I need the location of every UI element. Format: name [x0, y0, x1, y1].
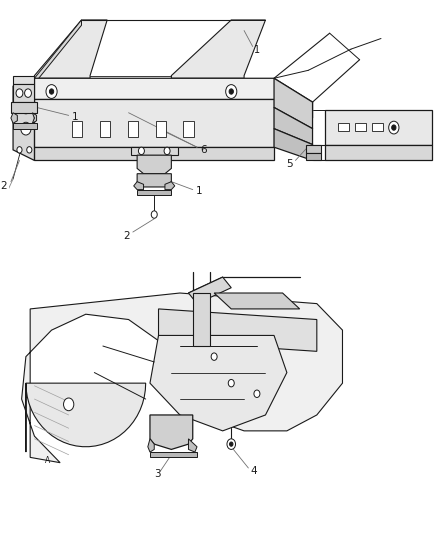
Polygon shape	[188, 439, 197, 452]
Text: A: A	[45, 456, 50, 465]
Polygon shape	[21, 293, 343, 463]
Polygon shape	[148, 439, 154, 452]
Polygon shape	[155, 120, 166, 136]
Polygon shape	[35, 147, 274, 160]
Polygon shape	[150, 452, 197, 457]
Polygon shape	[13, 76, 35, 84]
Polygon shape	[338, 123, 349, 131]
Polygon shape	[150, 335, 287, 431]
Text: 1: 1	[254, 45, 260, 55]
Polygon shape	[13, 78, 35, 160]
Polygon shape	[274, 78, 313, 128]
Polygon shape	[100, 120, 110, 136]
Circle shape	[49, 89, 54, 94]
Polygon shape	[171, 20, 265, 78]
Polygon shape	[35, 20, 81, 84]
Circle shape	[17, 147, 22, 153]
Polygon shape	[306, 152, 321, 160]
Circle shape	[229, 89, 233, 94]
Polygon shape	[306, 144, 321, 152]
Polygon shape	[137, 190, 171, 195]
Circle shape	[64, 398, 74, 411]
Polygon shape	[355, 123, 366, 131]
Text: 1: 1	[196, 186, 202, 196]
Polygon shape	[26, 383, 146, 452]
Polygon shape	[325, 110, 432, 144]
Polygon shape	[35, 20, 107, 78]
Polygon shape	[128, 120, 138, 136]
Polygon shape	[35, 100, 274, 147]
Polygon shape	[72, 120, 82, 136]
Circle shape	[16, 89, 23, 98]
Circle shape	[392, 125, 396, 130]
Polygon shape	[11, 113, 18, 123]
Polygon shape	[184, 120, 194, 136]
Circle shape	[138, 147, 145, 155]
Circle shape	[27, 147, 32, 153]
Text: 1: 1	[72, 112, 78, 122]
Circle shape	[21, 122, 31, 135]
Polygon shape	[11, 102, 37, 113]
Text: 4: 4	[250, 466, 257, 476]
Circle shape	[21, 101, 31, 114]
Polygon shape	[32, 113, 37, 123]
Text: 2: 2	[123, 231, 130, 241]
Circle shape	[164, 147, 170, 155]
Polygon shape	[13, 123, 37, 128]
Circle shape	[227, 439, 236, 449]
Polygon shape	[150, 415, 193, 449]
Polygon shape	[274, 108, 313, 144]
Polygon shape	[325, 144, 432, 160]
Text: 5: 5	[286, 159, 292, 168]
Polygon shape	[134, 182, 144, 190]
Polygon shape	[274, 128, 313, 160]
Polygon shape	[372, 123, 383, 131]
Polygon shape	[13, 84, 35, 102]
Polygon shape	[193, 293, 210, 346]
Circle shape	[151, 211, 157, 218]
Circle shape	[228, 379, 234, 387]
Circle shape	[389, 121, 399, 134]
Circle shape	[226, 85, 237, 99]
Circle shape	[211, 353, 217, 360]
Circle shape	[230, 442, 233, 446]
Polygon shape	[131, 147, 178, 155]
Polygon shape	[214, 293, 300, 309]
Polygon shape	[137, 174, 171, 187]
Text: 2: 2	[0, 181, 7, 191]
Polygon shape	[35, 78, 313, 118]
Polygon shape	[159, 309, 317, 351]
Polygon shape	[165, 182, 175, 190]
Circle shape	[46, 85, 57, 99]
Text: 3: 3	[154, 470, 161, 479]
Polygon shape	[188, 277, 231, 304]
Text: 6: 6	[200, 145, 207, 155]
Circle shape	[254, 390, 260, 398]
Circle shape	[25, 89, 32, 98]
Polygon shape	[137, 155, 171, 174]
